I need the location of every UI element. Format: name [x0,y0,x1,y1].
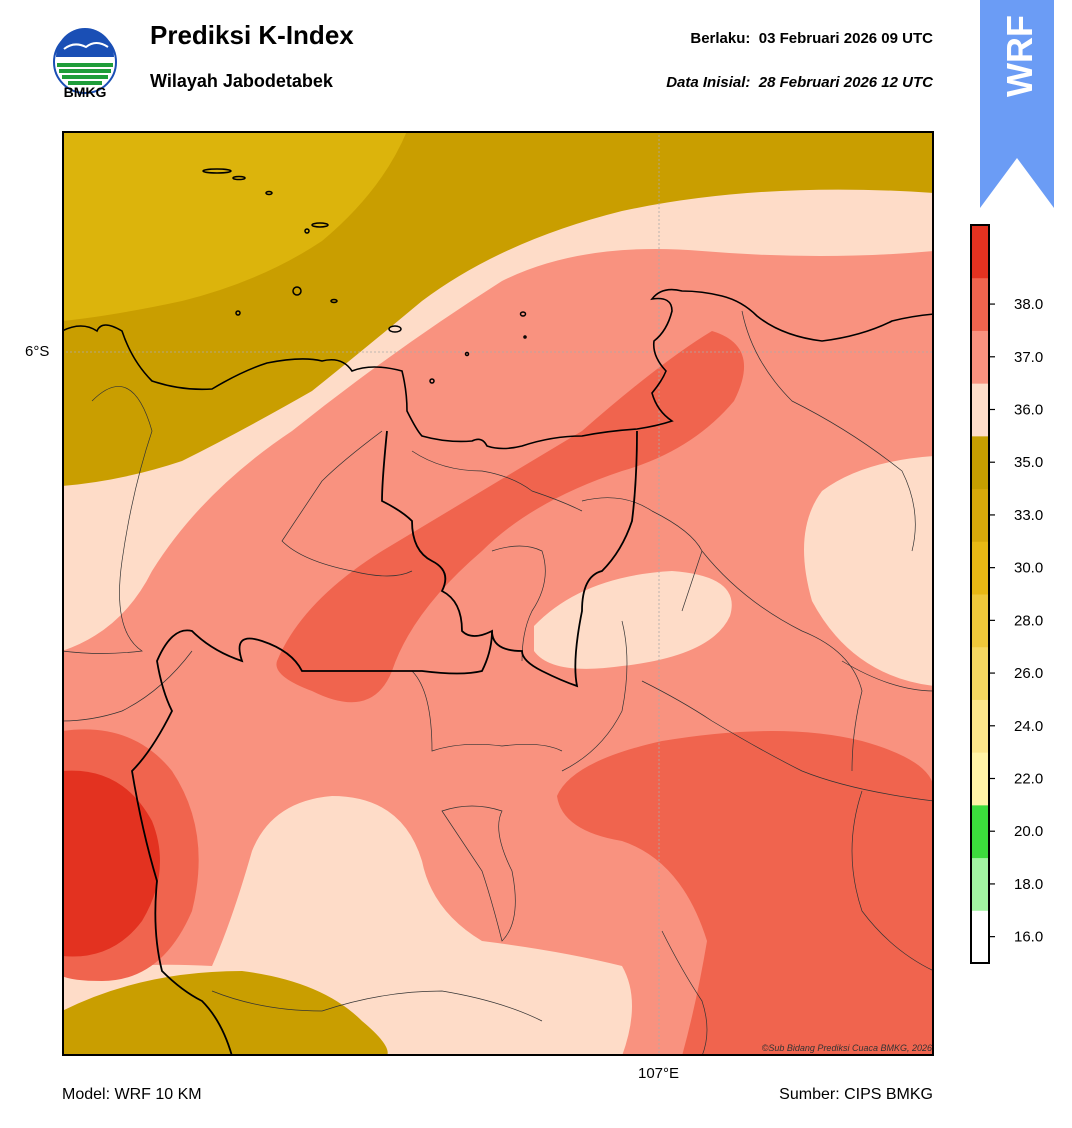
wrf-badge-text: WRF [999,15,1040,97]
valid-value: 03 Februari 2026 09 UTC [758,30,933,47]
k-index-map [62,131,934,1056]
wrf-badge [980,0,1054,208]
colorbar-swatch [971,752,989,806]
colorbar-swatches [971,225,989,964]
colorbar-tick-label: 16.0 [1014,929,1043,946]
coastline [62,288,934,450]
valid-time: Berlaku: 03 Februari 2026 09 UTC [690,30,933,47]
init-time: Data Inisial: 28 Februari 2026 12 UTC [666,74,933,91]
colorbar-swatch [971,857,989,911]
colorbar-frame [970,224,990,964]
wrf-badge-label: WRF [999,15,1040,97]
bmkg-logo [53,28,117,94]
colorbar-tick-label: 30.0 [1014,560,1043,577]
map-credit: ©Sub Bidang Prediksi Cuaca BMKG, 2026 [761,1043,932,1053]
colorbar-tick-label: 24.0 [1014,718,1043,735]
field-red-diag [276,331,745,703]
colorbar-swatch [971,646,989,700]
field-gold-sw [62,971,388,1056]
logo-text: BMKG [63,84,107,100]
province-boundaries [131,430,638,1056]
colorbar-tick-label: 18.0 [1014,876,1043,893]
colorbar-swatch [971,910,989,964]
page-title: Prediksi K-Index [150,20,354,50]
colorbar-swatch [971,435,989,490]
source-label: Sumber: CIPS BMKG [779,1086,933,1103]
colorbar-swatch [971,594,989,648]
colorbar-tick-label: 35.0 [1014,454,1043,471]
district-boundaries [62,310,934,1056]
colorbar-swatch [971,699,989,753]
field-brightred-west [62,770,160,957]
colorbar-swatch [971,383,989,437]
colorbar-tick-label: 37.0 [1014,349,1043,366]
colorbar-tick-label: 26.0 [1014,665,1043,682]
colorbar-swatch [971,488,989,542]
colorbar-tick-label: 20.0 [1014,823,1043,840]
colorbar-swatch [971,804,989,859]
colorbar-tick-label: 36.0 [1014,402,1043,419]
field-yellow [62,131,407,321]
init-value: 28 Februari 2026 12 UTC [758,74,933,91]
colorbar-tick-label: 22.0 [1014,771,1043,788]
lat-label: 6°S [25,343,50,360]
lon-label: 107°E [638,1065,680,1082]
colorbar-tick-label: 28.0 [1014,612,1043,629]
model-label: Model: WRF 10 KM [62,1086,202,1103]
colorbar-tick-label: 38.0 [1014,296,1043,313]
colorbar-swatch [971,225,989,279]
colorbar: 16.0 18.0 20.0 22.0 24.0 26.0 28.0 30.0 33.0 35.0… [970,224,1043,964]
map-frame [62,131,934,1056]
colorbar-swatch [971,330,989,384]
valid-label: Berlaku: [690,30,751,47]
init-label: Data Inisial: [666,74,751,91]
colorbar-tick-label: 33.0 [1014,507,1043,524]
colorbar-swatch [971,541,989,595]
islands [202,168,527,384]
colorbar-ticks: 16.0 18.0 20.0 22.0 24.0 26.0 28.0 30.0 33.0 35.0… [989,296,1043,946]
field-red-se [557,731,934,1056]
page-subtitle: Wilayah Jabodetabek [150,71,333,91]
field-peach-east [804,456,934,686]
colorbar-swatch [971,277,989,331]
